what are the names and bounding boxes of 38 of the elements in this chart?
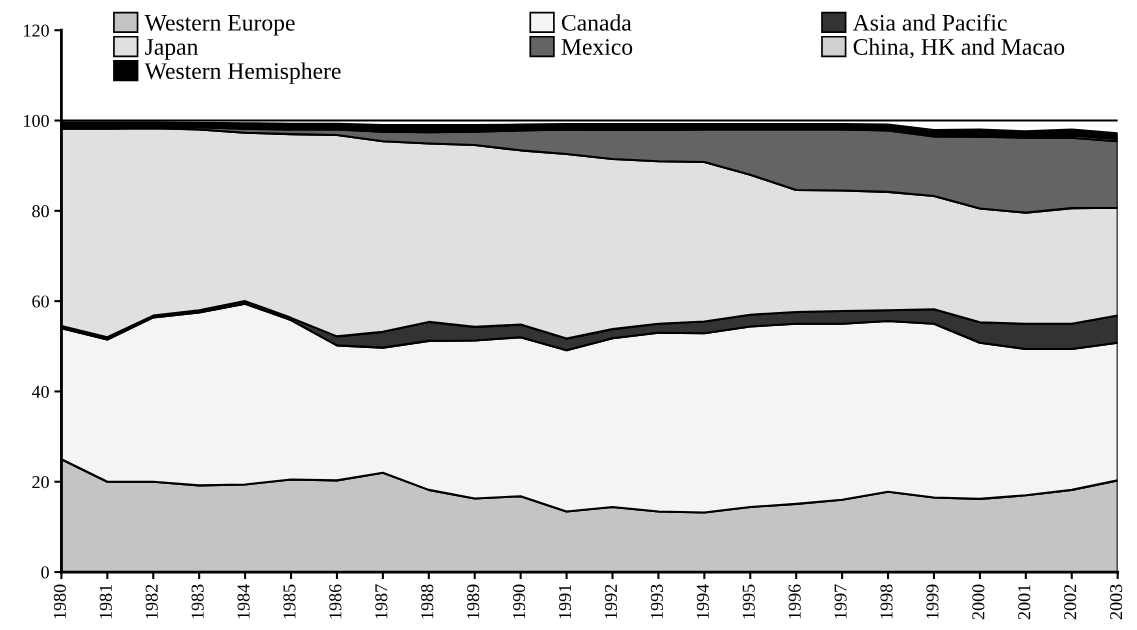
x-tick-label: 2003 <box>1110 584 1123 620</box>
x-tick-label: 1981 <box>99 584 112 619</box>
x-tick-label: 1983 <box>191 584 204 619</box>
x-tick-label: 1987 <box>375 584 388 619</box>
x-tick-label: 1990 <box>512 584 526 619</box>
y-tick-label: 20 <box>32 476 49 489</box>
x-tick-label: 1980 <box>53 584 66 619</box>
legend-label: Asia and Pacific <box>852 13 1007 31</box>
y-tick-label: 120 <box>24 24 49 37</box>
y-tick-label: 60 <box>32 295 49 308</box>
x-tick-label: 1992 <box>604 584 618 619</box>
x-tick-label: 1988 <box>421 584 434 619</box>
x-tick-label: 1996 <box>788 584 801 619</box>
legend-label: Western Europe <box>144 15 295 36</box>
legend-label: Japan <box>145 39 199 60</box>
x-tick-label: 1991 <box>558 584 572 619</box>
x-tick-label: 1984 <box>237 584 250 619</box>
x-tick-label: 2000 <box>972 584 985 620</box>
legend-label: China, HK and Macao <box>853 38 1065 59</box>
x-tick-label: 1997 <box>834 584 847 619</box>
x-tick-label: 1993 <box>650 584 663 619</box>
x-tick-label: 1994 <box>696 584 709 619</box>
x-tick-label: 2002 <box>1064 584 1077 620</box>
y-tick-label: 0 <box>41 566 49 579</box>
x-tick-label: 1999 <box>926 584 939 619</box>
x-tick-label: 1995 <box>742 584 755 619</box>
x-tick-label: 1985 <box>283 584 296 619</box>
x-tick-label: 1986 <box>329 584 342 619</box>
legend-label: Canada <box>561 14 632 31</box>
y-tick-label: 100 <box>24 114 49 127</box>
y-tick-label: 40 <box>31 385 49 398</box>
x-tick-label: 1989 <box>467 584 480 619</box>
legend-label: Mexico <box>561 39 633 55</box>
y-tick-label: 80 <box>32 205 49 218</box>
x-tick-label: 2001 <box>1018 584 1031 620</box>
legend-label: Western Hemisphere <box>144 62 341 84</box>
x-tick-label: 1982 <box>145 584 158 619</box>
x-tick-label: 1998 <box>880 584 893 619</box>
